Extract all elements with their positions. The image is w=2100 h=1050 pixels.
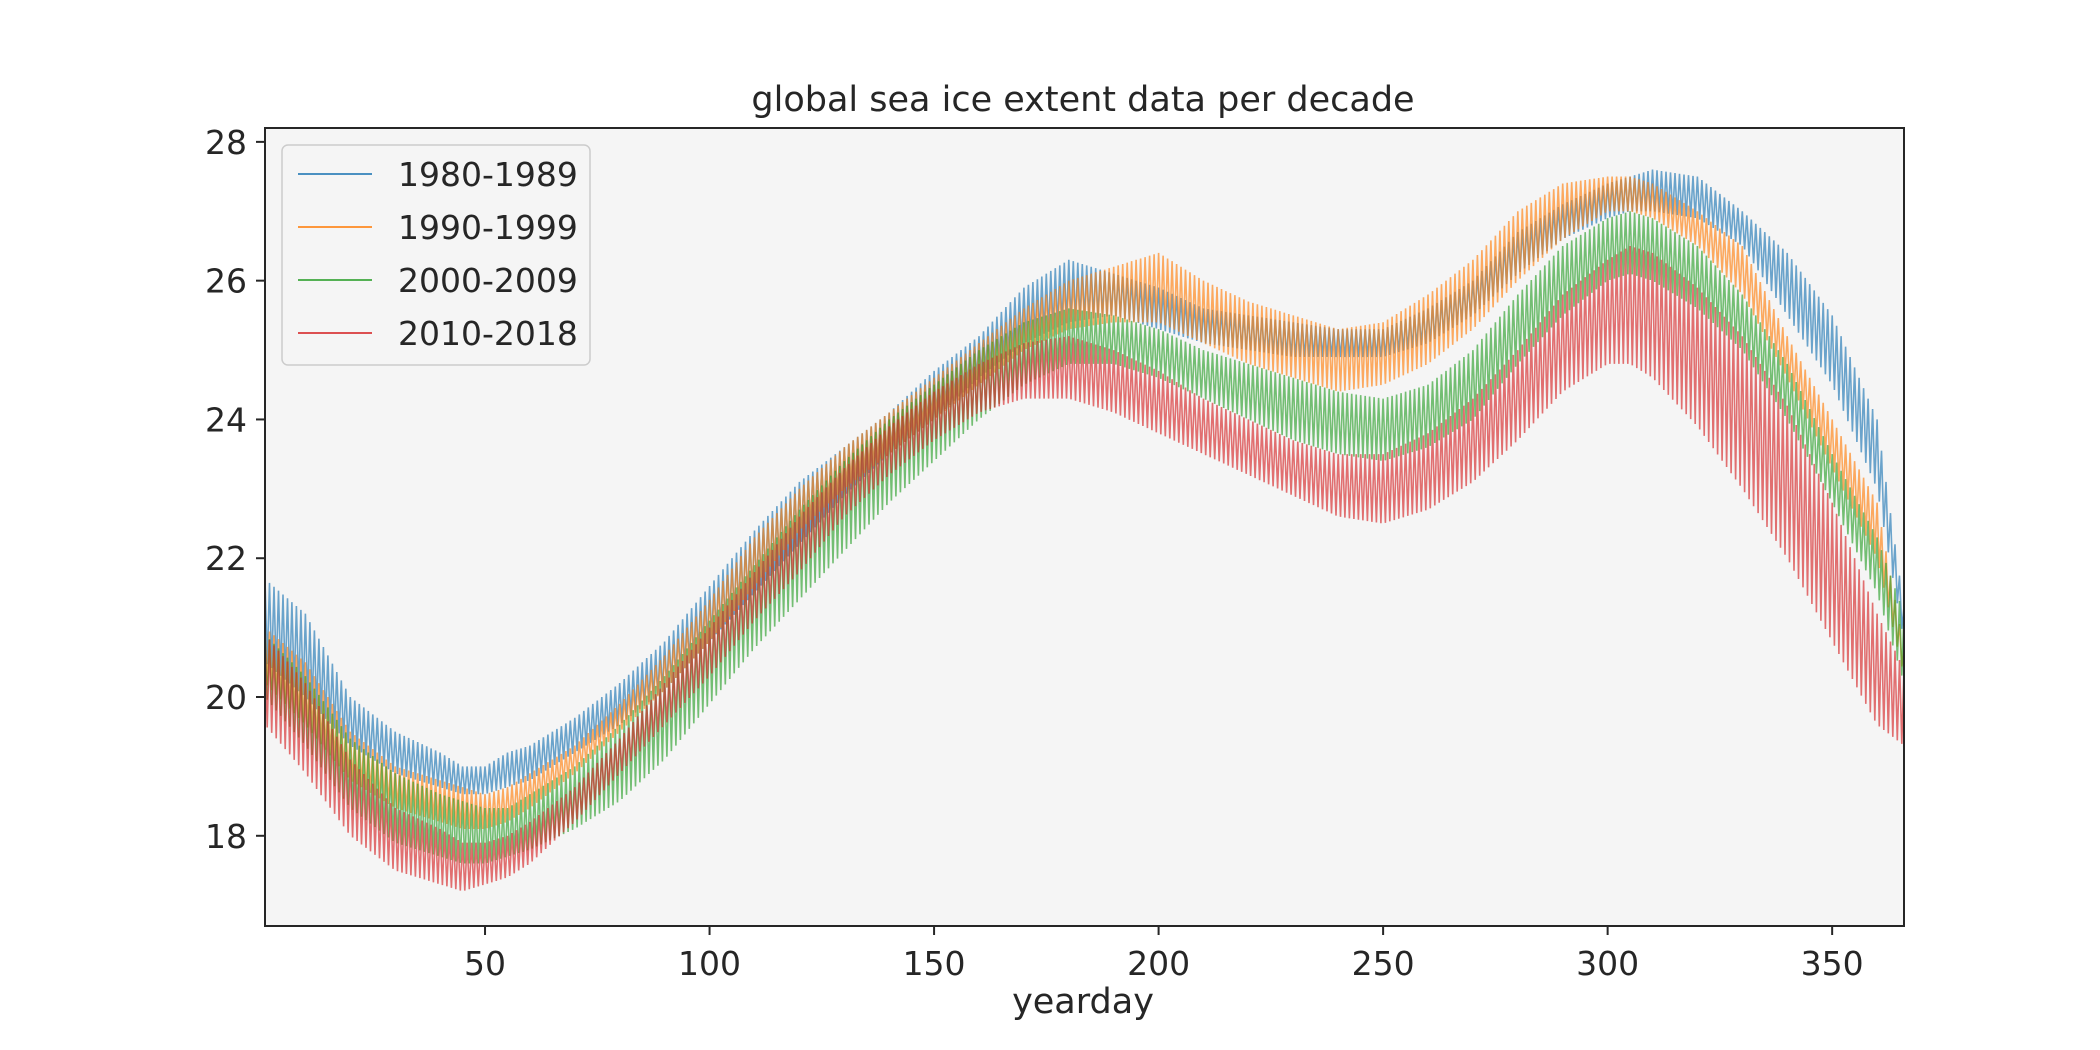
y-tick-label: 20	[205, 678, 247, 717]
y-tick-label: 28	[205, 123, 247, 162]
x-tick-label: 50	[464, 944, 506, 983]
legend-label: 1990-1999	[398, 208, 578, 247]
plot-frame	[264, 127, 1905, 927]
y-tick-label: 24	[205, 400, 247, 439]
y-tick-label: 18	[205, 817, 247, 856]
series-line-1990-1999	[264, 176, 1905, 829]
y-axis: 18 20 22 24 26 28	[205, 123, 265, 856]
x-tick-label: 100	[678, 944, 741, 983]
x-tick-label: 200	[1127, 944, 1190, 983]
legend-label: 2010-2018	[398, 314, 578, 353]
y-tick-label: 22	[205, 539, 247, 578]
chart-title: global sea ice extent data per decade	[751, 80, 1414, 120]
x-axis-label: yearday	[1012, 982, 1154, 1022]
series-line-2010-2018	[264, 245, 1905, 891]
x-tick-label: 250	[1352, 944, 1415, 983]
series-line-2000-2009	[264, 211, 1905, 864]
x-tick-label: 300	[1576, 944, 1639, 983]
legend-label: 2000-2009	[398, 261, 578, 300]
y-tick-label: 26	[205, 262, 247, 301]
legend-label: 1980-1989	[398, 155, 578, 194]
x-tick-label: 350	[1801, 944, 1864, 983]
series-layer	[264, 169, 1905, 891]
x-axis: 50 100 150 200 250 300 350	[464, 926, 1864, 983]
legend: 1980-1989 1990-1999 2000-2009 2010-2018	[281, 144, 591, 366]
x-tick-label: 150	[903, 944, 966, 983]
legend-box	[281, 144, 591, 366]
